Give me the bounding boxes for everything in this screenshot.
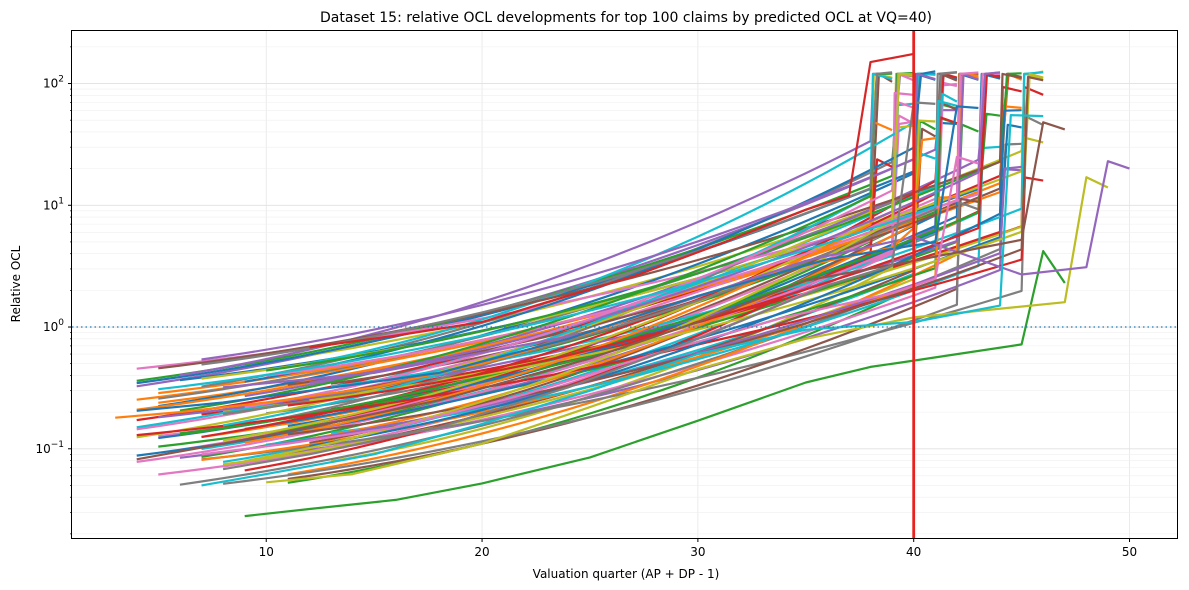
series-line-claim-i <box>201 155 979 456</box>
series-line-claim-44 <box>179 72 893 377</box>
x-tick-label: 20 <box>474 545 489 559</box>
series-line-claim-79 <box>222 72 893 427</box>
x-tick-label: 10 <box>259 545 274 559</box>
series-line-claim-64 <box>201 72 936 361</box>
y-tick-label: 100 <box>43 318 64 334</box>
series-line-claim-85 <box>287 75 1044 436</box>
series-line-claim-80 <box>309 109 1022 448</box>
series-line-claim-e <box>201 114 1044 487</box>
series-line-claim-82 <box>179 72 893 412</box>
series-line-claim-68 <box>222 124 914 442</box>
series-line-claim-89 <box>158 99 958 391</box>
series-line-claim-65 <box>287 197 979 481</box>
y-tick-label: 102 <box>43 75 64 91</box>
x-tick-label: 40 <box>906 545 921 559</box>
series-line-claim-b <box>309 52 914 349</box>
reference-lines <box>72 31 1177 538</box>
series-line-claim-46 <box>222 91 914 468</box>
series-line-claim-88 <box>244 72 914 463</box>
x-tick-label: 50 <box>1122 545 1137 559</box>
y-axis-title: Relative OCL <box>9 245 23 322</box>
series-line-claim-h <box>136 105 979 412</box>
series-line-claim-84 <box>309 71 1001 384</box>
series-lines <box>115 52 1130 518</box>
series-line-claim-c <box>266 176 1109 484</box>
series-line-claim-59 <box>309 72 936 365</box>
series-line-claim-a <box>244 250 1066 518</box>
y-axis: 10−1 100 101 102 <box>35 46 72 535</box>
series-line-claim-j <box>222 101 936 471</box>
x-axis: 10 20 30 40 50 <box>259 538 1137 559</box>
series-line-claim-48 <box>222 119 936 466</box>
series-line-claim-71 <box>309 137 936 441</box>
chart-title: Dataset 15: relative OCL developments fo… <box>320 10 932 26</box>
series-line-claim-51 <box>287 72 979 476</box>
series-line-claim-36 <box>158 82 958 476</box>
series-line-claim-73 <box>136 176 1044 437</box>
plot-frame <box>71 30 1178 539</box>
y-tick-label: 10−1 <box>35 440 64 456</box>
x-axis-title: Valuation quarter (AP + DP - 1) <box>533 567 720 581</box>
series-line-claim-67 <box>222 201 979 485</box>
x-tick-label: 30 <box>690 545 705 559</box>
series-line-claim-g <box>136 121 1066 461</box>
y-tick-label: 101 <box>43 196 64 212</box>
series-line-claim-83 <box>287 72 1001 407</box>
